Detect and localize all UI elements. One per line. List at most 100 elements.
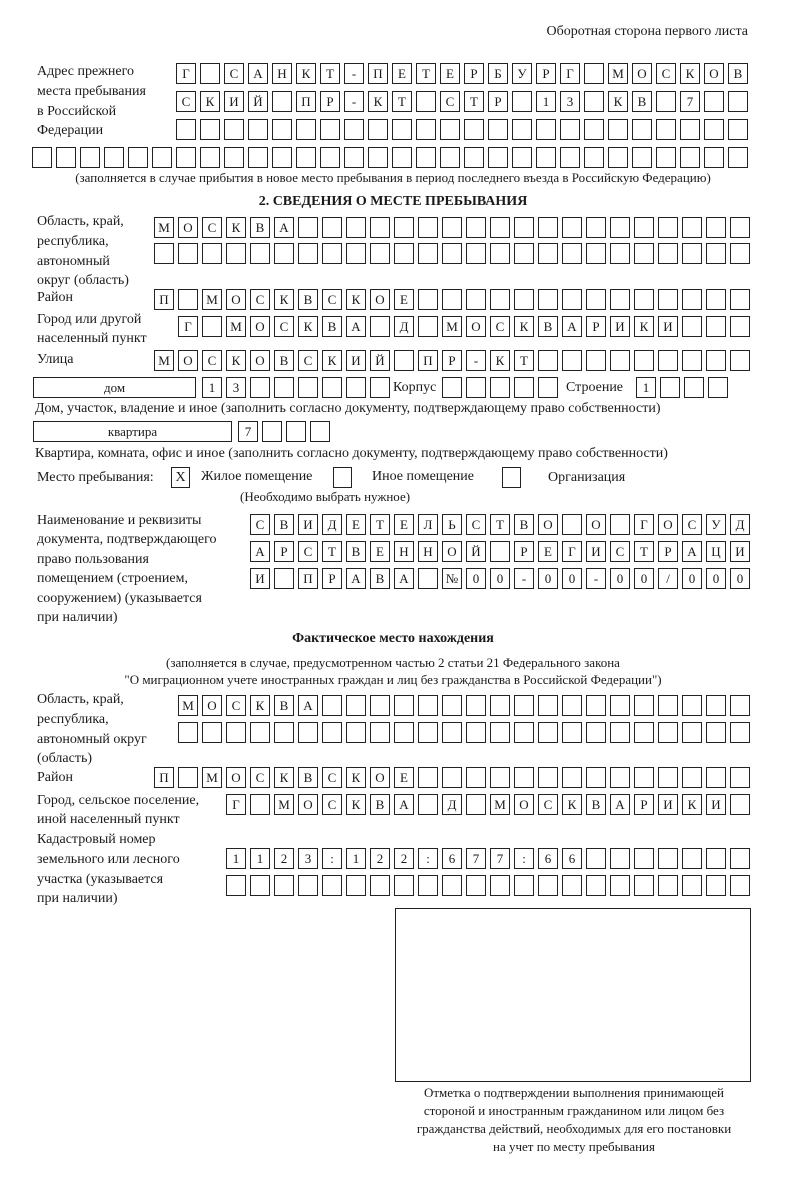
char-cell[interactable]: - — [514, 568, 534, 589]
char-cell[interactable]: К — [608, 91, 628, 112]
char-cell[interactable]: В — [346, 541, 366, 562]
char-cell[interactable]: И — [658, 794, 678, 815]
char-cell[interactable]: К — [634, 316, 654, 337]
char-cell[interactable] — [608, 119, 628, 140]
char-cell[interactable] — [154, 243, 174, 264]
char-cell[interactable]: С — [322, 289, 342, 310]
char-cell[interactable]: Т — [464, 91, 484, 112]
char-cell[interactable]: О — [538, 514, 558, 535]
char-cell[interactable] — [202, 243, 222, 264]
char-cell[interactable] — [586, 217, 606, 238]
char-cell[interactable] — [418, 217, 438, 238]
char-cell[interactable]: 0 — [466, 568, 486, 589]
char-cell[interactable]: 1 — [226, 848, 246, 869]
char-cell[interactable] — [514, 722, 534, 743]
char-cell[interactable] — [442, 377, 462, 398]
char-cell[interactable] — [658, 767, 678, 788]
char-cell[interactable] — [296, 147, 316, 168]
char-cell[interactable]: С — [202, 350, 222, 371]
other-premises-checkbox[interactable] — [333, 467, 352, 488]
char-cell[interactable]: 1 — [202, 377, 222, 398]
char-cell[interactable] — [704, 91, 724, 112]
char-cell[interactable] — [682, 217, 702, 238]
char-cell[interactable]: 0 — [610, 568, 630, 589]
char-cell[interactable] — [32, 147, 52, 168]
char-cell[interactable] — [586, 695, 606, 716]
char-cell[interactable] — [418, 568, 438, 589]
char-cell[interactable]: С — [226, 695, 246, 716]
char-cell[interactable]: Г — [176, 63, 196, 84]
char-cell[interactable] — [708, 377, 728, 398]
char-cell[interactable] — [730, 695, 750, 716]
char-cell[interactable] — [658, 289, 678, 310]
char-cell[interactable] — [466, 289, 486, 310]
char-cell[interactable]: П — [296, 91, 316, 112]
char-cell[interactable] — [632, 119, 652, 140]
char-cell[interactable] — [610, 848, 630, 869]
char-cell[interactable]: К — [274, 289, 294, 310]
char-cell[interactable] — [226, 875, 246, 896]
char-cell[interactable]: О — [586, 514, 606, 535]
char-cell[interactable]: К — [274, 767, 294, 788]
char-cell[interactable]: К — [226, 350, 246, 371]
char-cell[interactable]: В — [514, 514, 534, 535]
char-cell[interactable]: С — [176, 91, 196, 112]
char-cell[interactable] — [442, 289, 462, 310]
char-cell[interactable]: М — [226, 316, 246, 337]
char-cell[interactable]: Т — [370, 514, 390, 535]
char-cell[interactable] — [704, 147, 724, 168]
char-cell[interactable]: С — [202, 217, 222, 238]
char-cell[interactable] — [728, 91, 748, 112]
char-cell[interactable] — [344, 147, 364, 168]
char-cell[interactable] — [610, 350, 630, 371]
char-cell[interactable] — [490, 289, 510, 310]
char-cell[interactable] — [200, 147, 220, 168]
char-cell[interactable]: В — [250, 217, 270, 238]
char-cell[interactable] — [224, 119, 244, 140]
char-cell[interactable] — [514, 695, 534, 716]
char-cell[interactable]: У — [512, 63, 532, 84]
char-cell[interactable] — [584, 91, 604, 112]
char-cell[interactable] — [562, 514, 582, 535]
char-cell[interactable]: У — [706, 514, 726, 535]
char-cell[interactable] — [250, 243, 270, 264]
char-cell[interactable]: С — [250, 514, 270, 535]
char-cell[interactable]: М — [178, 695, 198, 716]
char-cell[interactable]: Е — [440, 63, 460, 84]
char-cell[interactable] — [418, 316, 438, 337]
char-cell[interactable]: О — [632, 63, 652, 84]
char-cell[interactable] — [370, 722, 390, 743]
char-cell[interactable] — [202, 316, 222, 337]
char-cell[interactable]: С — [656, 63, 676, 84]
char-cell[interactable] — [730, 350, 750, 371]
char-cell[interactable] — [442, 767, 462, 788]
char-cell[interactable] — [490, 541, 510, 562]
char-cell[interactable] — [656, 91, 676, 112]
char-cell[interactable] — [562, 695, 582, 716]
char-cell[interactable]: В — [298, 767, 318, 788]
char-cell[interactable]: О — [250, 316, 270, 337]
char-cell[interactable] — [176, 119, 196, 140]
char-cell[interactable]: И — [730, 541, 750, 562]
char-cell[interactable]: Й — [466, 541, 486, 562]
char-cell[interactable]: И — [250, 568, 270, 589]
char-cell[interactable]: Т — [634, 541, 654, 562]
char-cell[interactable] — [442, 722, 462, 743]
char-cell[interactable]: К — [514, 316, 534, 337]
char-cell[interactable]: Д — [322, 514, 342, 535]
char-cell[interactable] — [178, 767, 198, 788]
char-cell[interactable] — [610, 289, 630, 310]
char-cell[interactable] — [730, 316, 750, 337]
char-cell[interactable] — [418, 722, 438, 743]
char-cell[interactable] — [392, 147, 412, 168]
char-cell[interactable]: Р — [634, 794, 654, 815]
char-cell[interactable]: Д — [394, 316, 414, 337]
char-cell[interactable] — [682, 350, 702, 371]
char-cell[interactable]: 6 — [442, 848, 462, 869]
char-cell[interactable] — [490, 875, 510, 896]
char-cell[interactable]: М — [202, 289, 222, 310]
char-cell[interactable] — [538, 695, 558, 716]
char-cell[interactable]: Л — [418, 514, 438, 535]
char-cell[interactable] — [272, 119, 292, 140]
char-cell[interactable] — [706, 848, 726, 869]
